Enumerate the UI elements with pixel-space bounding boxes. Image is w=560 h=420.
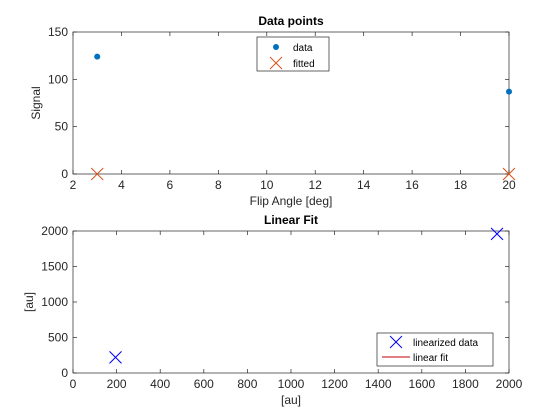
legend-label-linear-fit: linear fit	[413, 353, 448, 364]
y-tick-label: 500	[48, 331, 68, 345]
x-tick-label: 2000	[496, 377, 523, 391]
x-tick-label: 16	[405, 178, 419, 192]
y-axis-label-bottom: [au]	[22, 292, 36, 312]
x-tick-label: 4	[118, 178, 125, 192]
x-tick-label: 8	[215, 178, 222, 192]
chart-linear-fit: Linear Fit [au] [au] 0 200 400 600 800 1000 12…	[22, 213, 523, 407]
point-data	[94, 53, 101, 60]
x-tick-label: 800	[237, 377, 257, 391]
y-tick-label: 150	[48, 25, 68, 39]
x-tick-label: 1600	[408, 377, 435, 391]
point-data	[506, 88, 512, 95]
legend-label-data: data	[293, 43, 313, 54]
x-tick-label: 12	[309, 178, 323, 192]
x-axis-label-bottom: [au]	[281, 393, 301, 407]
point-linearized-data	[490, 227, 504, 241]
legend-top: data fitted	[256, 36, 330, 72]
x-tick-label: 1000	[278, 377, 305, 391]
legend-box-top	[256, 36, 330, 72]
legend-label-linearized-data: linearized data	[413, 338, 478, 349]
x-tick-label: 20	[502, 178, 516, 192]
legend-box-bottom	[376, 332, 494, 367]
chart-title-top: Data points	[258, 14, 324, 28]
x-tick-label: 600	[194, 377, 214, 391]
x-tick-label: 1800	[452, 377, 479, 391]
y-tick-label: 0	[61, 167, 68, 181]
legend-label-fitted: fitted	[293, 59, 315, 70]
x-tick-label: 2	[70, 178, 77, 192]
x-tick-label: 400	[150, 377, 170, 391]
x-tick-label: 200	[107, 377, 127, 391]
y-axis-label-top: Signal	[29, 86, 43, 119]
x-tick-label: 6	[167, 178, 174, 192]
chart-title-bottom: Linear Fit	[264, 213, 318, 227]
legend-marker-linearized-data	[389, 335, 403, 349]
x-tick-label: 0	[70, 377, 77, 391]
y-tick-label: 0	[61, 366, 68, 380]
y-tick-label: 100	[48, 72, 68, 86]
point-linearized-data	[109, 351, 122, 364]
x-tick-label: 14	[357, 178, 371, 192]
legend-marker-data	[273, 44, 279, 50]
y-tick-label: 1000	[41, 295, 68, 309]
point-fitted	[502, 167, 516, 181]
x-tick-label: 10	[260, 178, 274, 192]
legend-marker-fitted	[269, 56, 283, 70]
x-tick-label: 1400	[365, 377, 392, 391]
point-fitted	[90, 167, 104, 181]
chart-data-points: Data points Flip Angle [deg] Signal 2 4 6 8…	[29, 14, 516, 208]
y-tick-label: 50	[55, 120, 69, 134]
x-axis-label-top: Flip Angle [deg]	[250, 194, 333, 208]
y-tick-label: 1500	[41, 260, 68, 274]
x-tick-label: 1200	[321, 377, 348, 391]
y-tick-label: 2000	[41, 224, 68, 238]
legend-bottom: linearized data linear fit	[376, 332, 494, 367]
x-tick-label: 18	[454, 178, 468, 192]
